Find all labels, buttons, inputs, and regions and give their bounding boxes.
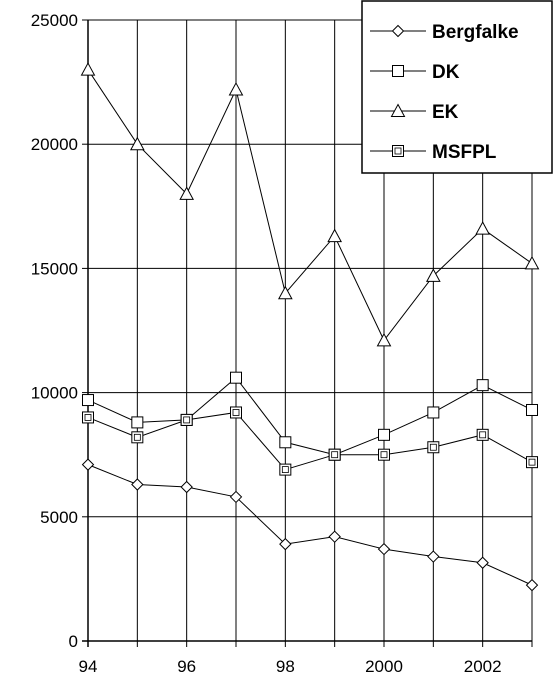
- data-point-msfpl: [82, 411, 94, 424]
- data-point-ek: [129, 136, 145, 151]
- legend-item-dk: DK: [370, 62, 460, 83]
- y-tick-label: 20000: [31, 135, 78, 154]
- x-tick-label: 2000: [365, 657, 403, 676]
- data-point-ek: [228, 82, 244, 96]
- data-point-ek: [425, 268, 441, 282]
- data-point-dk: [476, 379, 489, 392]
- data-point-ek: [475, 221, 491, 235]
- data-point-msfpl-inner: [133, 433, 141, 441]
- data-point-bergfalke: [229, 490, 243, 504]
- x-tick-label: 2002: [464, 657, 502, 676]
- data-point-dk: [279, 436, 292, 449]
- data-point-msfpl: [230, 406, 242, 419]
- data-point-msfpl: [476, 428, 489, 441]
- data-point-msfpl-inner: [84, 414, 92, 421]
- legend-label-ek: EK: [432, 102, 459, 123]
- series-line-dk: [87, 376, 533, 456]
- data-point-msfpl-inner: [528, 458, 536, 466]
- data-point-msfpl-inner: [232, 409, 240, 416]
- x-tick-label: 96: [177, 657, 196, 676]
- data-point-ek: [376, 332, 392, 347]
- y-tick-label: 10000: [31, 384, 78, 403]
- data-point-msfpl-inner: [429, 443, 437, 451]
- data-point-msfpl-inner: [183, 416, 191, 424]
- legend-label-dk: DK: [432, 62, 460, 83]
- data-point-bergfalke: [81, 458, 95, 471]
- data-point-msfpl-inner: [281, 466, 289, 474]
- y-tick-label: 25000: [31, 11, 78, 30]
- legend-item-bergfalke: Bergfalke: [370, 22, 519, 43]
- data-point-bergfalke: [328, 530, 341, 543]
- data-point-msfpl: [180, 413, 193, 426]
- data-point-bergfalke: [180, 480, 193, 494]
- y-tick-label: 5000: [40, 508, 78, 527]
- data-point-msfpl: [427, 441, 440, 454]
- y-tick-labels: 0 5000 10000 15000 20000 25000: [31, 11, 78, 651]
- series-ek: [80, 62, 540, 347]
- data-point-ek: [179, 186, 195, 200]
- data-point-msfpl-inner: [331, 451, 339, 459]
- data-point-ek: [524, 255, 540, 270]
- legend-marker-msfpl: [392, 145, 404, 157]
- x-tick-label: 98: [276, 657, 295, 676]
- x-tick-labels: 94 96 98 2000 2002: [79, 657, 502, 676]
- data-point-dk: [131, 416, 144, 429]
- legend-label-bergfalke: Bergfalke: [432, 22, 519, 43]
- x-tick-label: 94: [79, 657, 98, 676]
- data-point-msfpl-inner: [380, 451, 388, 459]
- legend-item-msfpl: MSFPL: [370, 142, 497, 163]
- data-point-dk: [82, 394, 94, 407]
- data-point-bergfalke: [427, 550, 440, 563]
- legend: Bergfalke DK EK MSFPL: [361, 0, 553, 174]
- series-line-bergfalke: [87, 464, 533, 586]
- series-line-msfpl: [87, 411, 533, 471]
- data-point-msfpl: [526, 456, 538, 469]
- data-point-bergfalke: [279, 537, 292, 551]
- legend-marker-bergfalke: [391, 24, 405, 38]
- series-line-ek: [87, 69, 533, 342]
- data-point-msfpl: [378, 448, 390, 461]
- data-point-dk: [427, 406, 440, 419]
- data-point-msfpl-inner: [479, 431, 487, 439]
- data-point-dk: [526, 403, 538, 416]
- data-point-bergfalke: [476, 556, 489, 569]
- series-dk: [82, 371, 538, 461]
- series-bergfalke: [81, 458, 539, 592]
- legend-label-msfpl: MSFPL: [432, 142, 497, 163]
- data-point-bergfalke: [525, 578, 539, 592]
- y-tick-label: 0: [69, 632, 78, 651]
- data-point-dk: [230, 371, 242, 384]
- data-point-bergfalke: [131, 478, 144, 491]
- series-msfpl: [82, 406, 538, 476]
- legend-marker-ek: [390, 103, 406, 117]
- data-point-ek: [277, 285, 293, 300]
- data-point-msfpl: [328, 448, 341, 461]
- data-point-ek: [327, 228, 343, 243]
- legend-marker-msfpl-inner: [394, 147, 402, 155]
- data-point-ek: [80, 62, 96, 76]
- data-point-bergfalke: [377, 542, 391, 556]
- axes: [82, 19, 533, 647]
- data-point-msfpl: [131, 431, 144, 444]
- y-tick-label: 15000: [31, 259, 78, 278]
- data-point-msfpl: [279, 463, 292, 476]
- legend-item-ek: EK: [370, 102, 459, 123]
- series-group: [80, 62, 540, 592]
- legend-marker-dk: [392, 65, 404, 77]
- data-point-dk: [378, 428, 390, 441]
